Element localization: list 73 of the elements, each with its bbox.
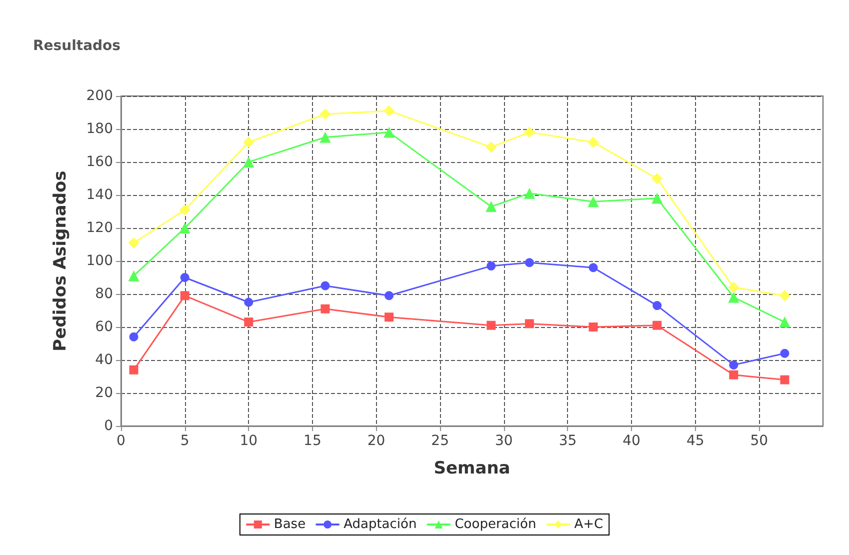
point [779, 316, 790, 328]
point [780, 375, 790, 384]
x-tick-label: 35 [558, 433, 577, 449]
point [588, 136, 599, 148]
point [652, 301, 662, 310]
point [128, 237, 140, 248]
y-tick-label: 200 [86, 88, 113, 104]
y-tick-label: 0 [104, 418, 113, 434]
x-tick-label: 20 [367, 433, 386, 449]
point [652, 192, 663, 204]
point [652, 173, 663, 184]
legend-label: Base [274, 517, 306, 532]
y-axis-title: Pedidos Asignados [50, 170, 70, 352]
point [652, 320, 662, 330]
x-tick-label: 50 [750, 433, 768, 449]
point [780, 348, 790, 358]
y-tick-label: 120 [86, 220, 113, 236]
point [728, 282, 740, 293]
y-tick-label: 60 [95, 319, 113, 335]
point [128, 270, 140, 282]
point [384, 291, 394, 300]
x-tick-label: 40 [622, 433, 640, 449]
x-tick-label: 0 [116, 433, 126, 449]
y-tick-label: 80 [95, 286, 113, 302]
point [243, 136, 254, 148]
x-tick-label: 15 [304, 433, 322, 449]
point [179, 204, 190, 216]
point [320, 108, 331, 120]
y-tick-label: 140 [86, 187, 113, 203]
point [243, 156, 254, 168]
chart-title: Resultados [33, 38, 120, 54]
point [524, 126, 535, 138]
point [729, 360, 738, 370]
x-tick-label: 5 [180, 433, 190, 449]
x-tick-label: 25 [431, 433, 450, 449]
point [384, 126, 395, 138]
point [384, 312, 394, 322]
x-axis-title: Semana [434, 458, 510, 478]
point [588, 263, 598, 272]
point [486, 320, 496, 330]
point [180, 273, 190, 282]
x-tick-label: 30 [494, 433, 513, 449]
point [728, 292, 740, 303]
legend-label: A+C [574, 517, 604, 532]
point [320, 132, 331, 143]
x-tick-label: 45 [686, 433, 704, 449]
point [729, 370, 738, 380]
point [320, 281, 330, 290]
point [779, 290, 790, 302]
point [486, 142, 497, 153]
point [129, 365, 138, 374]
y-tick-label: 180 [86, 121, 113, 137]
point [244, 318, 254, 327]
point [384, 105, 395, 116]
y-tick-label: 160 [86, 154, 113, 170]
legend-label: Adaptación [344, 517, 417, 532]
y-tick-label: 40 [95, 352, 113, 368]
y-tick-label: 20 [95, 385, 113, 401]
point [486, 261, 496, 270]
point [524, 258, 534, 268]
point [320, 304, 330, 314]
legend-label: Cooperación [454, 517, 536, 532]
point [129, 332, 138, 342]
point [524, 319, 534, 328]
point [588, 196, 599, 208]
point [486, 201, 497, 212]
point [588, 322, 598, 332]
x-tick-label: 10 [240, 433, 258, 449]
point [244, 298, 254, 307]
point [524, 188, 535, 199]
point [180, 291, 190, 300]
y-tick-label: 100 [86, 253, 113, 269]
point [179, 222, 190, 234]
